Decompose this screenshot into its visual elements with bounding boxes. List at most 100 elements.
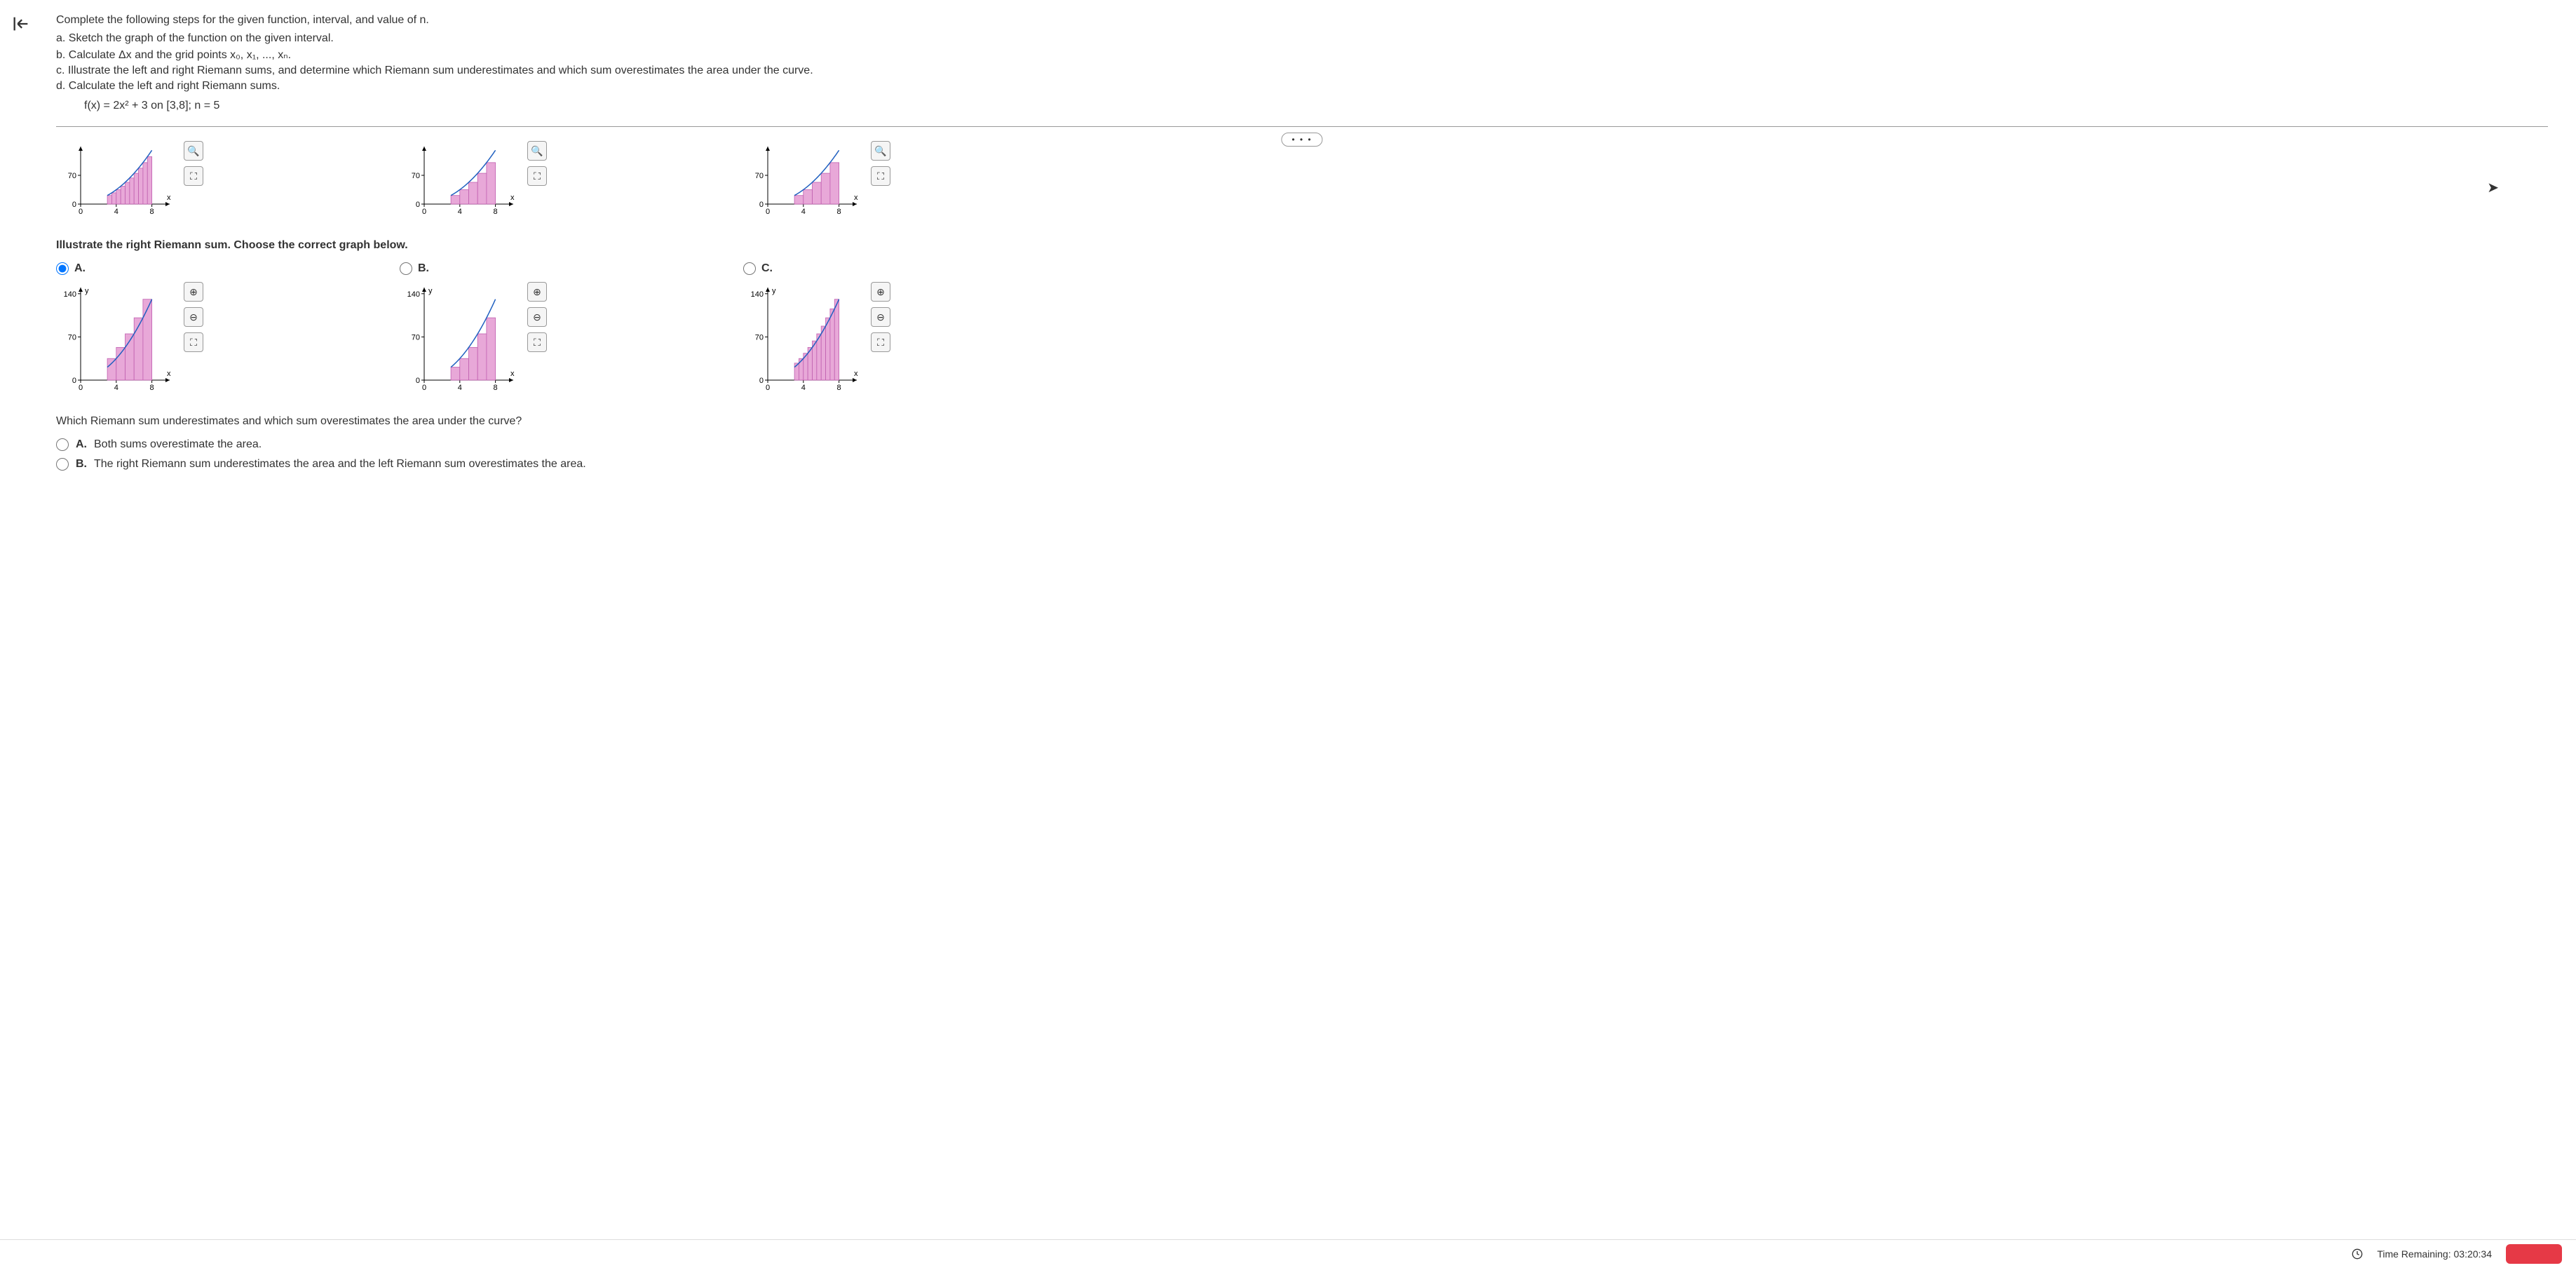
zoom-in-icon[interactable]: ⊕	[871, 282, 890, 302]
formula: f(x) = 2x² + 3 on [3,8]; n = 5	[84, 100, 2548, 112]
svg-text:8: 8	[837, 384, 841, 392]
option-a-label: A.	[74, 262, 86, 275]
option-c-chart: 070140048xy	[743, 282, 862, 394]
svg-text:y: y	[85, 287, 89, 295]
chart-1-actions: 🔍 ⛶	[184, 141, 203, 186]
svg-text:140: 140	[64, 290, 76, 299]
collapse-sidebar-button[interactable]	[11, 14, 31, 39]
svg-text:4: 4	[114, 208, 118, 216]
zoom-out-icon[interactable]: ⊖	[871, 307, 890, 327]
svg-text:4: 4	[801, 208, 806, 216]
prompt-sublist: a. Sketch the graph of the function on t…	[56, 32, 2548, 93]
radio-c[interactable]	[743, 262, 756, 275]
svg-text:0: 0	[422, 384, 426, 392]
zoom-in-icon[interactable]: ⊕	[527, 282, 547, 302]
svg-text:x: x	[167, 370, 171, 378]
radio-mc-a[interactable]	[56, 438, 69, 451]
svg-text:0: 0	[766, 208, 770, 216]
options-row: A. 0 70 140 0 4 8 x y ⊕ ⊖ ⛶ B. 0 70 140 0 4 8	[56, 262, 2548, 394]
top-chart-1-svg: 070048x	[56, 141, 175, 218]
top-chart-1: 070048x 🔍 ⛶	[56, 141, 203, 218]
radio-b[interactable]	[400, 262, 412, 275]
sidebar	[0, 0, 42, 1268]
svg-text:0: 0	[72, 377, 76, 385]
svg-text:8: 8	[494, 384, 498, 392]
mc-a-text: Both sums overestimate the area.	[94, 438, 262, 451]
top-chart-3: 070048x 🔍 ⛶	[743, 141, 890, 218]
expand-icon[interactable]: ⛶	[871, 332, 890, 352]
option-c-block: C. 070140048xy ⊕ ⊖ ⛶	[743, 262, 890, 394]
zoom-icon[interactable]: 🔍	[527, 141, 547, 161]
collapse-icon	[11, 14, 31, 34]
prompt-b: b. Calculate Δx and the grid points x₀, …	[56, 48, 2548, 62]
svg-text:x: x	[167, 194, 171, 202]
svg-text:0: 0	[416, 201, 420, 209]
clock-icon	[2352, 1248, 2363, 1260]
radio-a[interactable]	[56, 262, 69, 275]
prompt-c: c. Illustrate the left and right Riemann…	[56, 65, 2548, 77]
svg-text:0: 0	[79, 208, 83, 216]
ellipsis-button[interactable]: • • •	[1281, 133, 1322, 147]
footer-red-button[interactable]	[2506, 1244, 2562, 1264]
svg-text:0: 0	[72, 201, 76, 209]
svg-text:140: 140	[751, 290, 764, 299]
svg-text:70: 70	[412, 172, 420, 180]
svg-text:0: 0	[759, 377, 764, 385]
svg-text:8: 8	[150, 384, 154, 392]
option-b-label: B.	[418, 262, 429, 275]
svg-text:y: y	[772, 287, 776, 295]
svg-text:70: 70	[755, 333, 764, 342]
main-content: Complete the following steps for the giv…	[42, 0, 2576, 1268]
question-2: Which Riemann sum underestimates and whi…	[56, 415, 2548, 428]
top-chart-2-svg: 0 70 0 4 8 x	[400, 141, 519, 218]
svg-text:8: 8	[837, 208, 841, 216]
divider	[56, 126, 2548, 127]
radio-mc-b[interactable]	[56, 458, 69, 471]
svg-text:70: 70	[412, 333, 420, 342]
prompt-main: Complete the following steps for the giv…	[56, 14, 2548, 27]
zoom-in-icon[interactable]: ⊕	[184, 282, 203, 302]
mc-option-a: A. Both sums overestimate the area.	[56, 438, 2548, 451]
svg-text:0: 0	[766, 384, 770, 392]
chart-2-actions: 🔍 ⛶	[527, 141, 547, 186]
mc-a-label: A.	[76, 438, 87, 451]
question-1: Illustrate the right Riemann sum. Choose…	[56, 239, 2548, 252]
page-root: Complete the following steps for the giv…	[0, 0, 2576, 1268]
option-a-block: A. 0 70 140 0 4 8 x y ⊕ ⊖ ⛶	[56, 262, 203, 394]
svg-text:x: x	[510, 194, 515, 202]
svg-text:140: 140	[407, 290, 420, 299]
prompt-d: d. Calculate the left and right Riemann …	[56, 80, 2548, 93]
expand-icon[interactable]: ⛶	[527, 332, 547, 352]
mc-option-b: B. The right Riemann sum underestimates …	[56, 458, 2548, 471]
svg-text:70: 70	[68, 172, 76, 180]
zoom-icon[interactable]: 🔍	[871, 141, 890, 161]
svg-text:8: 8	[494, 208, 498, 216]
chart-3-actions: 🔍 ⛶	[871, 141, 890, 186]
svg-text:4: 4	[458, 384, 462, 392]
svg-text:x: x	[854, 194, 858, 202]
svg-text:0: 0	[79, 384, 83, 392]
top-chart-3-svg: 070048x	[743, 141, 862, 218]
svg-text:0: 0	[759, 201, 764, 209]
top-charts-row: 0 70 0 4 8 x 🔍 ⛶ 0 70 0 4 8 x 🔍 ⛶ 0 70 0 4 8 x 🔍 ⛶	[56, 141, 2548, 218]
zoom-out-icon[interactable]: ⊖	[184, 307, 203, 327]
option-c-label: C.	[761, 262, 773, 275]
expand-icon[interactable]: ⛶	[184, 332, 203, 352]
footer: Time Remaining: 03:20:34	[0, 1239, 2576, 1268]
zoom-icon[interactable]: 🔍	[184, 141, 203, 161]
time-label: Time Remaining:	[2377, 1248, 2450, 1260]
expand-icon[interactable]: ⛶	[527, 166, 547, 186]
svg-text:70: 70	[68, 333, 76, 342]
mc-b-text: The right Riemann sum underestimates the…	[94, 458, 586, 471]
svg-text:0: 0	[422, 208, 426, 216]
svg-text:4: 4	[114, 384, 118, 392]
prompt-a: a. Sketch the graph of the function on t…	[56, 32, 2548, 45]
zoom-out-icon[interactable]: ⊖	[527, 307, 547, 327]
expand-icon[interactable]: ⛶	[184, 166, 203, 186]
option-b-block: B. 070140048xy ⊕ ⊖ ⛶	[400, 262, 547, 394]
time-value: 03:20:34	[2454, 1248, 2493, 1260]
svg-text:4: 4	[801, 384, 806, 392]
mc-b-label: B.	[76, 458, 87, 471]
svg-text:4: 4	[458, 208, 462, 216]
expand-icon[interactable]: ⛶	[871, 166, 890, 186]
